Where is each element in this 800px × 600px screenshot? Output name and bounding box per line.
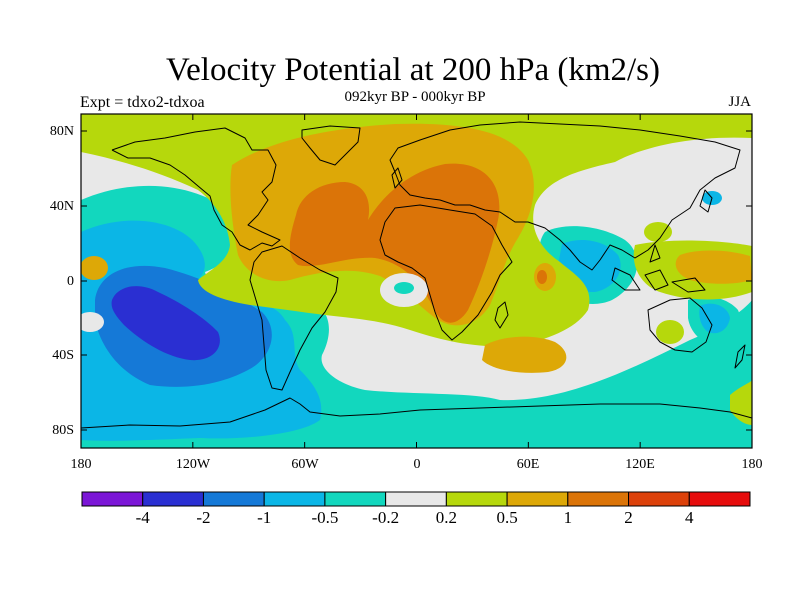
colorbar-box: [445, 491, 508, 507]
positive-region-africa-core: [289, 163, 500, 323]
colorbar-box: [202, 491, 265, 507]
negative-region-australia-inner: [699, 303, 730, 334]
colorbar-box: [324, 491, 387, 507]
positive-region-south-atlantic: [482, 336, 567, 373]
colorbar-label: 4: [685, 508, 694, 527]
colorbar-label: -2: [196, 508, 211, 527]
colorbar-box: [385, 491, 447, 507]
lon-label-120w: 120W: [175, 457, 211, 472]
lon-label-60w: 60W: [291, 457, 319, 472]
colorbar-box: [628, 491, 690, 507]
experiment-label: Expt = tdxo2-tdxoa: [80, 94, 205, 111]
colorbar-box: [81, 491, 144, 507]
coastline-africa: [379, 204, 513, 341]
colorbar-label: -4: [135, 508, 150, 527]
colorbar-box: [567, 491, 630, 507]
coastline-greenland: [301, 125, 361, 166]
colorbar-label: -0.2: [372, 508, 400, 527]
coastlines: [81, 121, 752, 429]
lat-label-80n: 80N: [49, 124, 74, 139]
map-subtitle: 092kyr BP - 000kyr BP: [344, 89, 486, 105]
lat-label-80s: 80S: [52, 423, 74, 438]
map-title: Velocity Potential at 200 hPa (km2/s): [165, 52, 661, 88]
coastline-uk: [391, 167, 403, 189]
positive-region-china-sea: [644, 222, 672, 242]
coastline-antarctica: [81, 397, 752, 429]
axis-ticks: [80, 114, 753, 448]
colorbar-label: -0.5: [311, 508, 339, 527]
coastline-australia: [647, 297, 713, 353]
colorbar-box: [506, 491, 569, 507]
lat-label-40n: 40N: [49, 199, 74, 214]
lon-label-180w: 180: [70, 457, 92, 472]
negative-region-pacific-min: [111, 286, 220, 361]
coastline-eurasia: [389, 121, 741, 271]
colorbar-label: 0.2: [435, 508, 457, 527]
coastline-indonesia: [611, 244, 706, 293]
lon-label-180e: 180: [741, 457, 763, 472]
colorbar-box: [142, 491, 204, 507]
coastline-madagascar: [494, 301, 509, 329]
colorbar-label: 0.5: [496, 508, 518, 527]
coastline-south-america: [249, 245, 339, 391]
lat-label-0: 0: [67, 274, 74, 289]
season-label: JJA: [728, 94, 751, 110]
coastline-north-america: [111, 127, 281, 251]
colorbar-label: -1: [257, 508, 272, 527]
lon-label-120e: 120E: [625, 457, 655, 472]
colorbar-box: [688, 491, 751, 507]
colorbar-label: 2: [624, 508, 633, 527]
velocity-potential-field: [81, 114, 752, 448]
positive-region-broad-north: [81, 114, 752, 132]
positive-region-arabian-sea-core: [537, 270, 547, 284]
lon-label-0: 0: [413, 457, 421, 472]
colorbar: [81, 491, 751, 507]
coastline-japan: [699, 189, 713, 213]
colorbar-box: [263, 491, 326, 507]
lon-label-60e: 60E: [516, 457, 540, 472]
colorbar-label: 1: [563, 508, 573, 527]
negative-region-tropical-atlantic: [394, 282, 414, 294]
lat-label-40s: 40S: [52, 348, 74, 363]
positive-region-australia-west: [656, 320, 684, 344]
coastline-new-zealand: [734, 344, 746, 369]
positive-region-pacific-east-inner: [675, 250, 752, 284]
neutral-region-east-pacific: [81, 312, 104, 332]
positive-region-far-east: [81, 256, 108, 280]
